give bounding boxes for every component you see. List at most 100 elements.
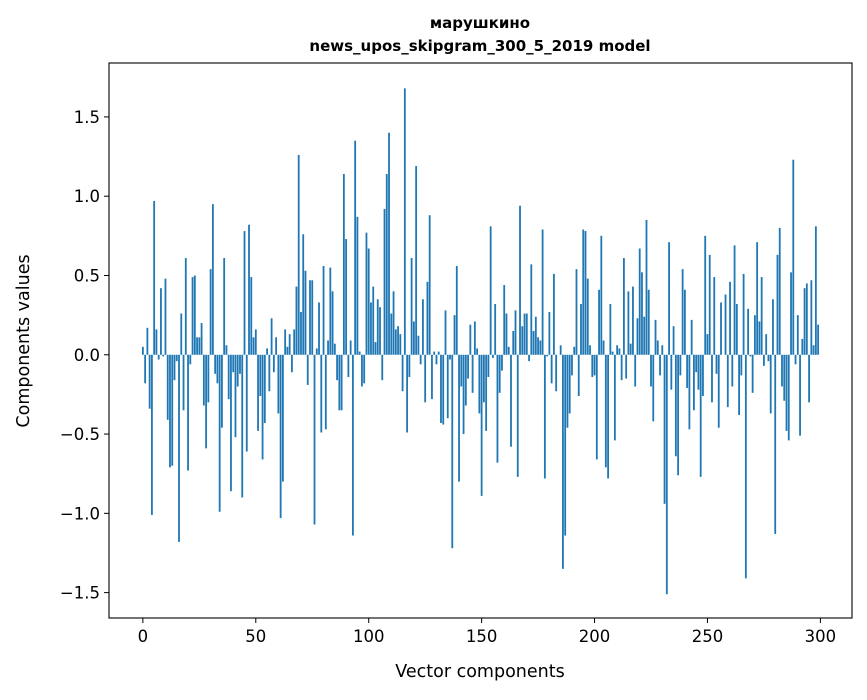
bar <box>634 355 636 387</box>
bar <box>384 209 386 355</box>
bar <box>352 355 354 536</box>
bar <box>810 280 812 355</box>
bar <box>469 325 471 355</box>
bar <box>289 334 291 355</box>
bar <box>402 355 404 391</box>
bar <box>765 334 767 355</box>
bar <box>167 355 169 420</box>
bar <box>343 174 345 355</box>
bar <box>429 215 431 355</box>
bar <box>510 355 512 447</box>
bar <box>488 355 490 377</box>
bar <box>180 314 182 355</box>
bar <box>420 355 422 365</box>
bar <box>162 355 164 357</box>
y-axis-label: Components values <box>14 254 34 427</box>
bar <box>704 236 706 355</box>
bar <box>655 320 657 355</box>
bar <box>332 291 334 354</box>
bar <box>605 355 607 468</box>
bar <box>345 239 347 355</box>
bar <box>142 347 144 355</box>
bar <box>248 225 250 355</box>
bar <box>357 217 359 355</box>
bar <box>451 355 453 548</box>
bar <box>738 355 740 415</box>
bar <box>682 269 684 355</box>
bar <box>399 334 401 355</box>
bar <box>368 249 370 355</box>
x-tick-label: 0 <box>138 627 149 646</box>
bar <box>379 307 381 355</box>
bar <box>320 355 322 433</box>
bar <box>151 355 153 515</box>
bar <box>185 258 187 355</box>
bar <box>582 230 584 355</box>
bar <box>598 290 600 355</box>
bar <box>431 355 433 399</box>
bar <box>427 282 429 355</box>
bar <box>445 310 447 354</box>
bar <box>526 314 528 355</box>
bar <box>354 141 356 355</box>
bar <box>305 271 307 355</box>
bar <box>393 291 395 354</box>
bar <box>544 355 546 479</box>
bar <box>271 318 273 354</box>
bar <box>578 355 580 396</box>
bar <box>668 242 670 355</box>
bar <box>296 287 298 355</box>
x-tick-label: 200 <box>579 627 611 646</box>
bar <box>648 290 650 355</box>
bar <box>591 355 593 377</box>
bar <box>519 206 521 355</box>
bar <box>508 347 510 355</box>
y-tick-label: 1.0 <box>74 187 100 206</box>
bar <box>573 347 575 355</box>
bar <box>372 287 374 355</box>
bar <box>752 355 754 393</box>
bar <box>361 355 363 387</box>
bar <box>212 204 214 355</box>
bar <box>600 236 602 355</box>
bar <box>440 355 442 423</box>
bar <box>334 344 336 355</box>
bar <box>763 355 765 366</box>
bar <box>673 326 675 355</box>
bar <box>287 347 289 355</box>
bar <box>524 314 526 355</box>
bar <box>562 355 564 569</box>
bar <box>772 299 774 355</box>
bar <box>781 355 783 387</box>
bar <box>323 266 325 355</box>
bar <box>783 355 785 401</box>
bar <box>327 341 329 355</box>
bar <box>792 160 794 355</box>
bar <box>359 352 361 355</box>
x-tick-label: 300 <box>805 627 837 646</box>
bar <box>268 355 270 391</box>
bar <box>691 320 693 355</box>
bar <box>571 355 573 376</box>
y-tick-label: −1.5 <box>60 584 100 603</box>
bar <box>404 88 406 354</box>
bar <box>551 355 553 384</box>
bar <box>207 355 209 403</box>
bar <box>736 304 738 355</box>
bar <box>707 334 709 355</box>
bar <box>652 355 654 422</box>
bar <box>749 355 751 357</box>
bar <box>436 355 438 365</box>
bar <box>729 282 731 355</box>
bar <box>146 328 148 355</box>
bar <box>198 337 200 354</box>
bar <box>745 355 747 579</box>
bar <box>223 258 225 355</box>
x-tick-label: 100 <box>353 627 385 646</box>
bar <box>612 352 614 355</box>
bar <box>449 355 451 360</box>
bar <box>257 355 259 431</box>
bar <box>788 355 790 441</box>
bar <box>808 355 810 403</box>
bar <box>259 355 261 396</box>
